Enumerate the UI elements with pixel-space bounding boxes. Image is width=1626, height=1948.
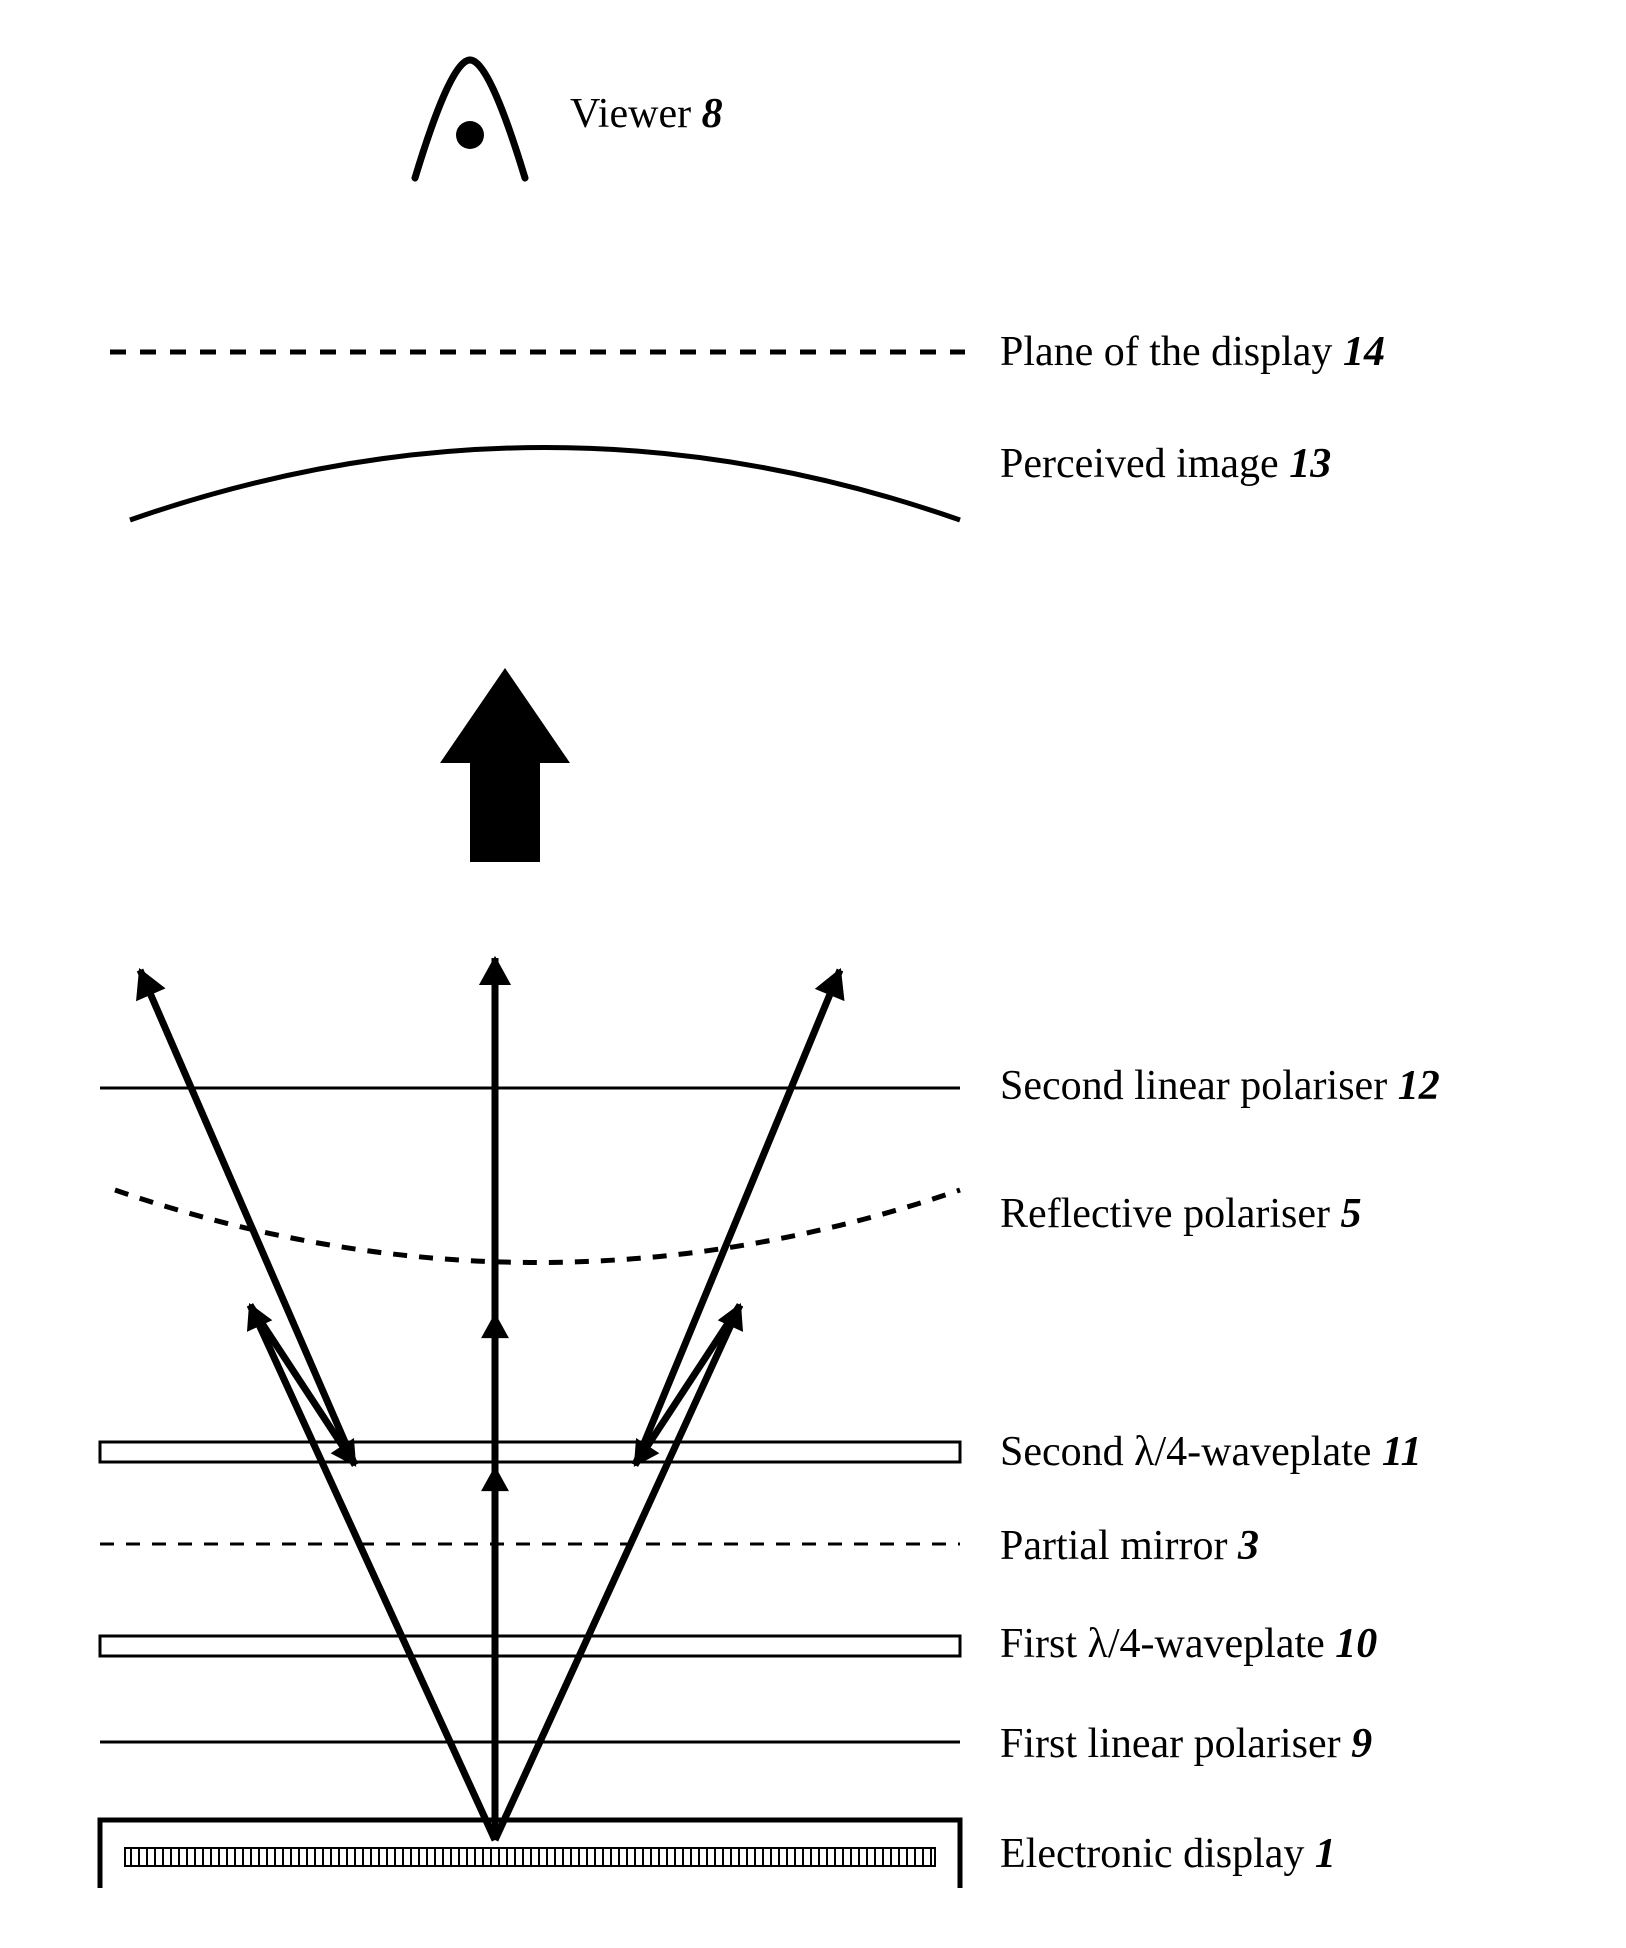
label-reflective-polariser: Reflective polariser 5	[1000, 1190, 1362, 1238]
label-second-waveplate-text: Second λ/4-waveplate	[1000, 1429, 1382, 1475]
label-plane-num: 14	[1343, 329, 1385, 375]
label-electronic-display-text: Electronic display	[1000, 1831, 1315, 1877]
label-plane-of-display: Plane of the display 14	[1000, 328, 1385, 376]
label-first-polariser-num: 9	[1351, 1721, 1372, 1767]
label-first-waveplate-text: First λ/4-waveplate	[1000, 1621, 1335, 1667]
label-viewer-num: 8	[702, 91, 723, 137]
label-partial-mirror-text: Partial mirror	[1000, 1523, 1238, 1569]
label-perceived-text: Perceived image	[1000, 441, 1289, 487]
label-first-waveplate-num: 10	[1335, 1621, 1377, 1667]
label-first-polariser: First linear polariser 9	[1000, 1720, 1372, 1768]
label-reflective-text: Reflective polariser	[1000, 1191, 1341, 1237]
label-first-polariser-text: First linear polariser	[1000, 1721, 1351, 1767]
label-plane-text: Plane of the display	[1000, 329, 1343, 375]
label-electronic-display: Electronic display 1	[1000, 1830, 1336, 1878]
label-second-waveplate-num: 11	[1382, 1429, 1422, 1475]
label-second-waveplate: Second λ/4-waveplate 11	[1000, 1428, 1422, 1476]
label-perceived-num: 13	[1289, 441, 1331, 487]
label-reflective-num: 5	[1341, 1191, 1362, 1237]
label-second-polariser-num: 12	[1398, 1063, 1440, 1109]
label-second-polariser: Second linear polariser 12	[1000, 1062, 1440, 1110]
label-viewer-text: Viewer	[570, 91, 702, 137]
label-perceived-image: Perceived image 13	[1000, 440, 1331, 488]
label-second-polariser-text: Second linear polariser	[1000, 1063, 1398, 1109]
label-partial-mirror-num: 3	[1238, 1523, 1259, 1569]
optical-diagram: Viewer 8 Plane of the display 14 Perceiv…	[0, 0, 1626, 1948]
label-electronic-display-num: 1	[1315, 1831, 1336, 1877]
label-partial-mirror: Partial mirror 3	[1000, 1522, 1259, 1570]
label-viewer: Viewer 8	[570, 90, 723, 138]
diagram-svg	[0, 0, 1626, 1948]
label-first-waveplate: First λ/4-waveplate 10	[1000, 1620, 1377, 1668]
